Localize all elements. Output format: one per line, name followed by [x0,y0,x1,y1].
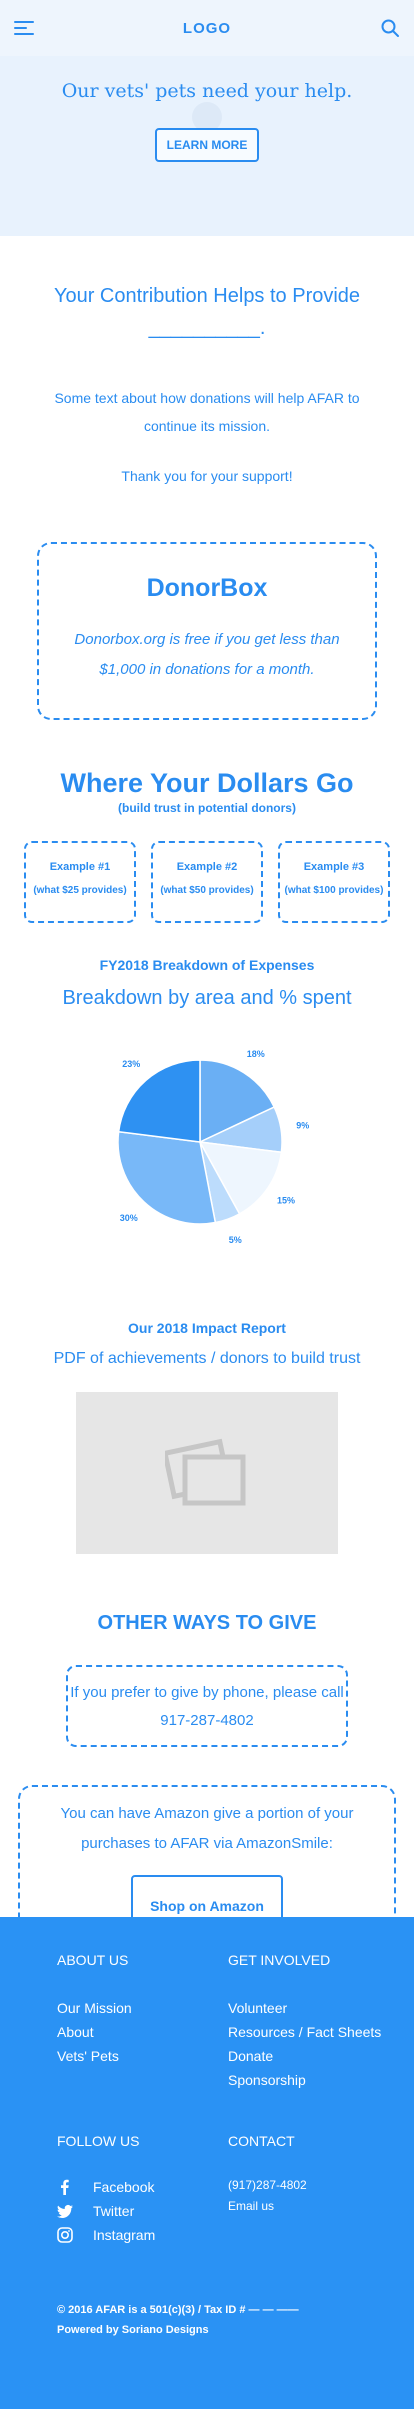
pie-chart-svg: 18% 9% 15% 5% 30% 23% [117,1049,309,1245]
contact-phone[interactable]: (917)287-4802 [228,2178,307,2192]
instagram-link[interactable]: Instagram [57,2223,155,2247]
hero-banner: Our vets' pets need your help. LEARN MOR… [0,56,414,236]
footer-link-about[interactable]: About [57,2024,94,2040]
amazon-text: You can have Amazon give a portion of yo… [60,1805,354,1852]
contribution-title: Your Contribution Helps to Provide _____… [53,285,361,339]
pie-slice [199,1059,276,1144]
dollars-section: Where Your Dollars Go (build trust in po… [0,768,414,815]
example-title: Example #1 [49,861,111,873]
site-footer: ABOUT US Our Mission About Vets' Pets GE… [0,1917,414,2409]
facebook-link[interactable]: Facebook [57,2175,155,2199]
example-card: Example #3 (what $100 provides) [278,841,390,923]
footer-heading: CONTACT [228,2133,295,2149]
example-title: Example #2 [176,861,238,873]
pie-slice-label: 5% [229,1235,242,1245]
example-subtitle: (what $100 provides) [284,885,384,896]
thanks-text: Thank you for your support! [121,468,293,484]
impact-section: Our 2018 Impact Report PDF of achievemen… [0,1320,414,1368]
expenses-title: FY2018 Breakdown of Expenses [99,957,315,973]
pie-slice [117,1130,217,1225]
contact-email-link[interactable]: Email us [228,2199,275,2213]
hero-title: Our vets' pets need your help. [61,80,353,102]
pie-slice [198,1141,283,1215]
impact-title: Our 2018 Impact Report [128,1320,286,1336]
example-subtitle: (what $25 provides) [33,885,127,896]
instagram-label: Instagram [93,2227,156,2243]
footer-copyright-block: © 2016 AFAR is a 501(c)(3) / Tax ID # — … [57,2300,299,2340]
donorbox-widget[interactable]: DonorBox Donorbox.org is free if you get… [37,542,377,720]
footer-link-our-mission[interactable]: Our Mission [57,2000,132,2016]
footer-link-volunteer[interactable]: Volunteer [228,2000,288,2016]
contribution-section: Your Contribution Helps to Provide _____… [0,280,414,484]
dollars-subtitle: (build trust in potential donors) [118,801,296,815]
learn-more-button[interactable]: LEARN MORE [154,128,260,162]
footer-get-involved: GET INVOLVED Volunteer Resources / Fact … [228,1952,381,2092]
phone-text: If you prefer to give by phone, please c… [70,1684,344,1729]
pie-slice-label: 15% [277,1195,295,1205]
facebook-label: Facebook [93,2179,155,2195]
example-title: Example #3 [303,861,365,873]
other-ways-section: OTHER WAYS TO GIVE [0,1612,414,1635]
chart-title: Breakdown by area and % spent [62,987,352,1009]
footer-heading: FOLLOW US [57,2133,140,2149]
twitter-icon [57,2204,73,2218]
footer-follow-us: FOLLOW US Facebook Twitter [57,2133,155,2247]
footer-link-resources[interactable]: Resources / Fact Sheets [228,2024,382,2040]
pie-slice-label: 18% [247,1049,265,1059]
footer-contact: CONTACT (917)287-4802 Email us [228,2133,307,2217]
footer-link-vets-pets[interactable]: Vets' Pets [57,2048,119,2064]
copyright-text: © 2016 AFAR is a 501(c)(3) / Tax ID # — … [57,2304,299,2316]
image-placeholder-icon [165,1438,246,1506]
twitter-label: Twitter [93,2203,135,2219]
impact-subtitle: PDF of achievements / donors to build tr… [53,1350,361,1367]
footer-link-sponsorship[interactable]: Sponsorship [228,2072,306,2088]
example-subtitle: (what $50 provides) [160,885,254,896]
facebook-icon [61,2179,69,2195]
donorbox-title: DonorBox [146,574,268,602]
example-card: Example #1 (what $25 provides) [24,841,136,923]
other-ways-title: OTHER WAYS TO GIVE [97,1612,317,1634]
pie-chart: 18% 9% 15% 5% 30% 23% [0,1032,414,1272]
amazon-smile-box: You can have Amazon give a portion of yo… [18,1785,396,1951]
pie-slice [117,1059,201,1143]
instagram-icon [57,2227,73,2243]
search-icon[interactable] [380,18,400,38]
powered-by-link[interactable]: Powered by Soriano Designs [57,2324,209,2336]
phone-donation-box: If you prefer to give by phone, please c… [66,1665,348,1747]
pie-slice-label: 30% [120,1213,138,1223]
expenses-section: FY2018 Breakdown of Expenses Breakdown b… [0,957,414,1010]
contribution-text: Some text about how donations will help … [54,390,360,434]
impact-report-placeholder[interactable] [76,1392,338,1554]
footer-about: ABOUT US Our Mission About Vets' Pets [57,1952,132,2068]
pie-slice-label: 23% [122,1059,140,1069]
footer-heading: ABOUT US [57,1952,129,1968]
pie-slice-label: 9% [296,1121,309,1131]
hamburger-menu-icon[interactable] [14,21,34,35]
donorbox-text: Donorbox.org is free if you get less tha… [74,631,340,678]
twitter-link[interactable]: Twitter [57,2199,155,2223]
footer-heading: GET INVOLVED [228,1952,331,1968]
hero-decoration [192,102,222,132]
footer-link-donate[interactable]: Donate [228,2048,274,2064]
examples-row: Example #1 (what $25 provides) Example #… [0,841,414,923]
dollars-title: Where Your Dollars Go [60,768,354,798]
site-header: LOGO [0,0,414,56]
logo[interactable]: LOGO [182,19,232,37]
example-card: Example #2 (what $50 provides) [151,841,263,923]
